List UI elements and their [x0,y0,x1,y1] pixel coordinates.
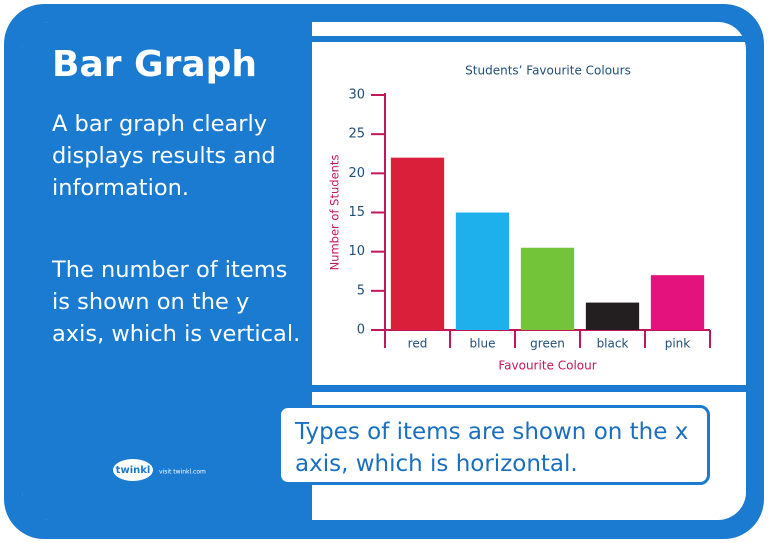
bar [585,302,640,330]
callout: Types of items are shown on the x axis, … [278,405,710,485]
y-tick-label: 15 [348,205,365,220]
y-tick-label: 5 [357,283,365,298]
logo-link: visit twinkl.com [159,469,206,476]
x-tick-label: blue [470,337,496,351]
heading: Bar Graph [52,44,258,85]
x-axis-label: Favourite Colour [498,359,596,373]
y-tick-label: 25 [348,127,365,142]
bar [455,212,510,330]
left-panel [22,22,312,520]
paragraph: The number of items is shown on the y ax… [52,257,301,347]
y-tick-label: 0 [357,323,365,338]
bar [650,275,705,330]
logo-brand: twinkl [116,465,151,476]
y-axis-label: Number of Students [328,155,342,271]
x-tick-label: green [530,337,565,351]
x-tick-label: red [408,337,428,351]
bar [520,247,575,330]
y-tick-label: 20 [348,166,365,181]
paragraph: A bar graph clearly displays results and… [52,111,276,201]
x-tick-label: black [597,337,629,351]
x-tick-label: pink [665,337,691,351]
chart-title: Students’ Favourite Colours [465,64,631,78]
y-tick-label: 30 [348,88,365,103]
bar [390,157,445,330]
chart: Students’ Favourite Colours Number of Stu… [328,64,711,373]
mid-stripe [312,385,746,392]
logo-cloud [113,459,153,481]
y-tick-label: 10 [348,244,365,259]
top-stripe [312,36,746,42]
